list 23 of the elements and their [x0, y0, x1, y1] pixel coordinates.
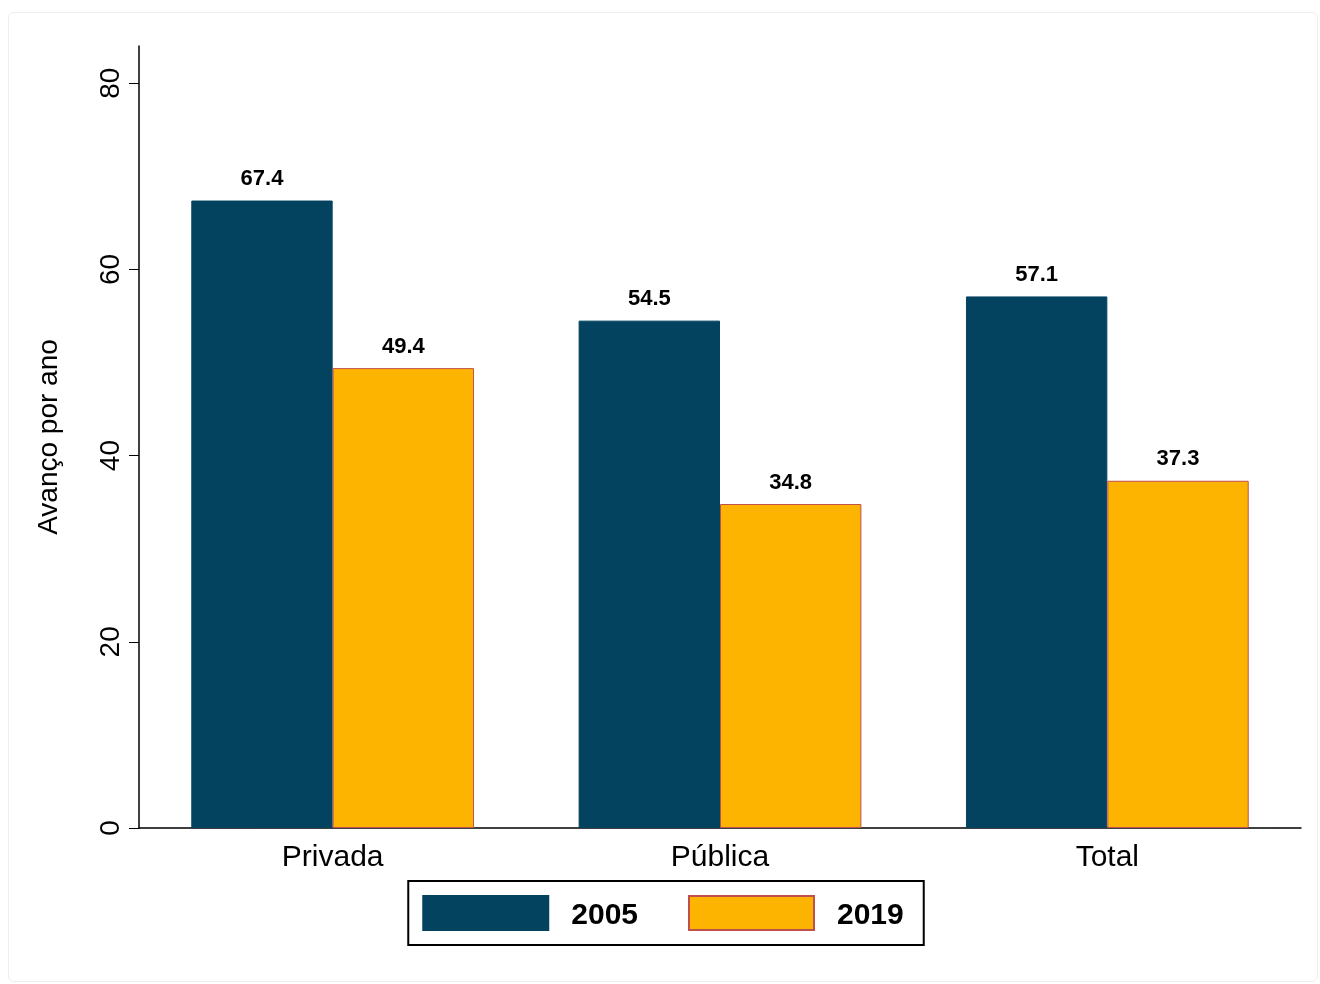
data-label: 49.4 [381, 332, 426, 358]
data-label: 54.5 [627, 285, 671, 311]
bar [965, 296, 1108, 828]
data-label: 37.3 [1156, 445, 1200, 471]
x-tick-label: Privada [281, 838, 384, 872]
data-label: 57.1 [1015, 260, 1059, 286]
y-tick-label: 80 [93, 67, 125, 99]
bar [720, 504, 862, 828]
y-axis-title: Avanço por ano [31, 339, 63, 535]
x-tick-label: Pública [670, 838, 770, 872]
data-label: 67.4 [240, 165, 285, 191]
bar [578, 320, 720, 828]
data-label: 34.8 [769, 468, 813, 494]
bar [332, 368, 475, 828]
bar [191, 200, 333, 828]
bar [1107, 480, 1249, 828]
x-tick-label: Total [1075, 838, 1140, 872]
y-tick-label: 20 [93, 626, 125, 658]
y-tick-label: 40 [93, 440, 125, 472]
y-tick-label: 0 [93, 820, 125, 836]
y-tick-label: 60 [93, 253, 125, 286]
legend-label: 2005 [571, 896, 639, 930]
legend-label: 2019 [837, 896, 904, 930]
